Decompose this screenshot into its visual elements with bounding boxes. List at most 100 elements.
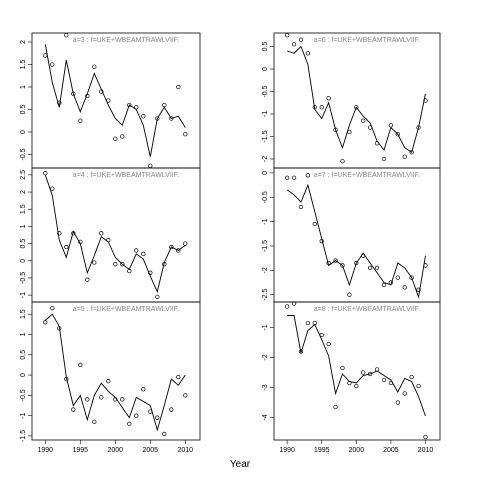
- observed-point: [120, 262, 125, 267]
- observed-point: [423, 98, 428, 103]
- observed-point: [333, 404, 338, 410]
- observed-point: [312, 221, 317, 227]
- observed-point: [361, 118, 366, 123]
- observed-point: [176, 248, 181, 253]
- observed-point: [78, 239, 83, 245]
- observed-point: [92, 64, 97, 69]
- observed-point: [340, 263, 345, 268]
- observed-point: [43, 53, 48, 58]
- observed-point: [361, 253, 366, 258]
- observed-point: [71, 91, 76, 96]
- observed-point: [347, 129, 352, 135]
- observed-point: [127, 102, 132, 108]
- observed-point: [64, 376, 69, 382]
- observed-point: [354, 105, 359, 110]
- y-tick-label: -1.5: [20, 430, 27, 442]
- observed-point: [183, 241, 188, 246]
- observed-point: [141, 387, 146, 392]
- panel-frame: [273, 301, 441, 441]
- observed-point: [155, 415, 160, 420]
- observed-point: [340, 365, 345, 371]
- observed-point: [50, 305, 55, 311]
- observed-point: [409, 374, 414, 380]
- y-tick-label: -0.5: [20, 272, 27, 284]
- observed-point: [85, 397, 90, 402]
- observed-point: [395, 400, 400, 405]
- observed-point: [402, 391, 407, 396]
- observed-point: [176, 84, 181, 90]
- observed-point: [92, 260, 97, 265]
- observed-point: [381, 282, 387, 288]
- y-tick-label: 2: [20, 190, 27, 194]
- y-tick-label: 0: [20, 259, 27, 263]
- y-tick-label: -1: [262, 218, 269, 224]
- observed-point: [78, 118, 83, 123]
- y-tick-label: -3: [262, 384, 269, 390]
- observed-point: [148, 270, 153, 275]
- y-tick-label: -1: [262, 324, 269, 330]
- y-tick-label: -1.5: [262, 130, 269, 142]
- y-tick-label: 1.5: [20, 60, 27, 70]
- observed-point: [326, 260, 331, 266]
- observed-point: [169, 116, 174, 121]
- observed-point: [78, 362, 83, 368]
- observed-point: [43, 171, 48, 176]
- observed-point: [347, 380, 352, 386]
- observed-point: [85, 277, 90, 282]
- observed-point: [113, 136, 118, 141]
- y-tick-label: 0.5: [20, 239, 27, 249]
- y-tick-label: -1.5: [262, 240, 269, 252]
- observed-point: [113, 397, 118, 402]
- y-tick-label: -0.5: [20, 389, 27, 401]
- observed-point: [388, 380, 394, 386]
- observed-point: [312, 320, 317, 326]
- observed-point: [423, 263, 428, 268]
- y-tick-label: 2: [20, 40, 27, 44]
- observed-point: [284, 175, 290, 180]
- observed-point: [347, 292, 352, 297]
- observed-point: [298, 349, 304, 354]
- observed-point: [319, 332, 324, 338]
- observed-point: [340, 159, 345, 164]
- observed-point: [71, 407, 76, 412]
- observed-point: [85, 93, 90, 99]
- panel-frame: [31, 167, 201, 303]
- observed-point: [291, 42, 297, 47]
- y-tick-label: -1: [262, 111, 269, 117]
- fitted-line: [287, 45, 426, 153]
- panel-title: a=3 : f=UKE+WBEAMTRAWLVIIF.: [73, 37, 179, 44]
- y-tick-label: 1.5: [20, 309, 27, 319]
- y-tick-label: 0: [262, 67, 269, 71]
- x-tick-label: 2010: [178, 447, 194, 454]
- observed-point: [99, 89, 104, 94]
- observed-point: [113, 262, 118, 267]
- observed-point: [319, 238, 324, 244]
- y-tick-label: 1: [20, 85, 27, 89]
- observed-point: [291, 175, 297, 180]
- observed-point: [183, 393, 188, 398]
- observed-point: [367, 265, 373, 271]
- y-tick-label: 0: [20, 130, 27, 134]
- observed-point: [312, 105, 317, 110]
- y-tick-label: 0.5: [20, 350, 27, 360]
- observed-point: [409, 150, 414, 155]
- y-tick-label: 1: [20, 332, 27, 336]
- y-tick-label: -0.5: [262, 85, 269, 97]
- observed-point: [291, 301, 297, 306]
- observed-point: [298, 204, 304, 210]
- observed-point: [395, 275, 400, 280]
- observed-point: [388, 123, 394, 128]
- observed-point: [402, 285, 407, 290]
- panel-frame: [31, 301, 201, 441]
- x-tick-label: 1990: [38, 447, 54, 454]
- observed-point: [127, 268, 132, 274]
- observed-point: [361, 370, 366, 375]
- y-tick-label: 1: [20, 224, 27, 228]
- observed-point: [134, 413, 139, 418]
- observed-point: [333, 258, 338, 263]
- observed-point: [367, 125, 373, 130]
- y-tick-label: -1: [20, 412, 27, 418]
- observed-point: [141, 114, 146, 119]
- panel-title: a=7 : f=UKE+WBEAMTRAWLVIIF.: [314, 172, 420, 179]
- observed-point: [106, 378, 111, 384]
